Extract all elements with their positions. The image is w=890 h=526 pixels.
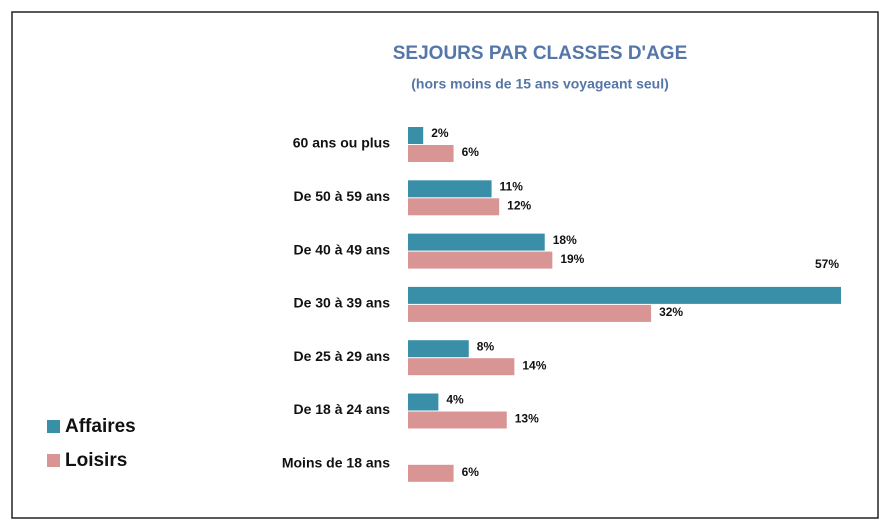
value-label: 13%: [515, 412, 539, 426]
value-label: 4%: [446, 393, 464, 407]
category-label: De 50 à 59 ans: [293, 188, 390, 204]
bar: [408, 286, 841, 304]
value-label: 57%: [815, 257, 839, 271]
chart-subtitle: (hors moins de 15 ans voyageant seul): [411, 76, 669, 92]
category-label: Moins de 18 ans: [282, 455, 390, 471]
bar: [408, 180, 492, 198]
value-label: 12%: [507, 198, 531, 212]
value-label: 18%: [553, 233, 577, 247]
category-label: De 30 à 39 ans: [293, 295, 390, 311]
bar: [408, 198, 500, 216]
legend-swatch: [47, 454, 60, 467]
bar: [408, 304, 652, 322]
legend-swatch: [47, 420, 60, 433]
legend-label: Loisirs: [65, 450, 127, 471]
category-label: De 18 à 24 ans: [293, 401, 390, 417]
legend-label: Affaires: [65, 416, 136, 437]
bar: [408, 340, 469, 358]
bar: [408, 358, 515, 376]
value-label: 19%: [560, 252, 584, 266]
value-label: 6%: [462, 145, 480, 159]
bar: [408, 233, 545, 251]
bar: [408, 145, 454, 162]
bar: [408, 393, 439, 411]
chart-title: SEJOURS PAR CLASSES D'AGE: [393, 43, 688, 64]
bar: [408, 464, 454, 482]
value-label: 2%: [431, 126, 449, 140]
value-label: 11%: [500, 179, 524, 193]
value-label: 14%: [522, 358, 546, 372]
category-label: 60 ans ou plus: [293, 135, 390, 151]
bar: [408, 251, 553, 269]
value-label: 6%: [462, 465, 480, 479]
bar: [408, 411, 507, 429]
value-label: 8%: [477, 339, 495, 353]
bar: [408, 127, 424, 144]
category-label: De 40 à 49 ans: [293, 241, 390, 257]
value-label: 32%: [659, 305, 683, 319]
category-label: De 25 à 29 ans: [293, 348, 390, 364]
